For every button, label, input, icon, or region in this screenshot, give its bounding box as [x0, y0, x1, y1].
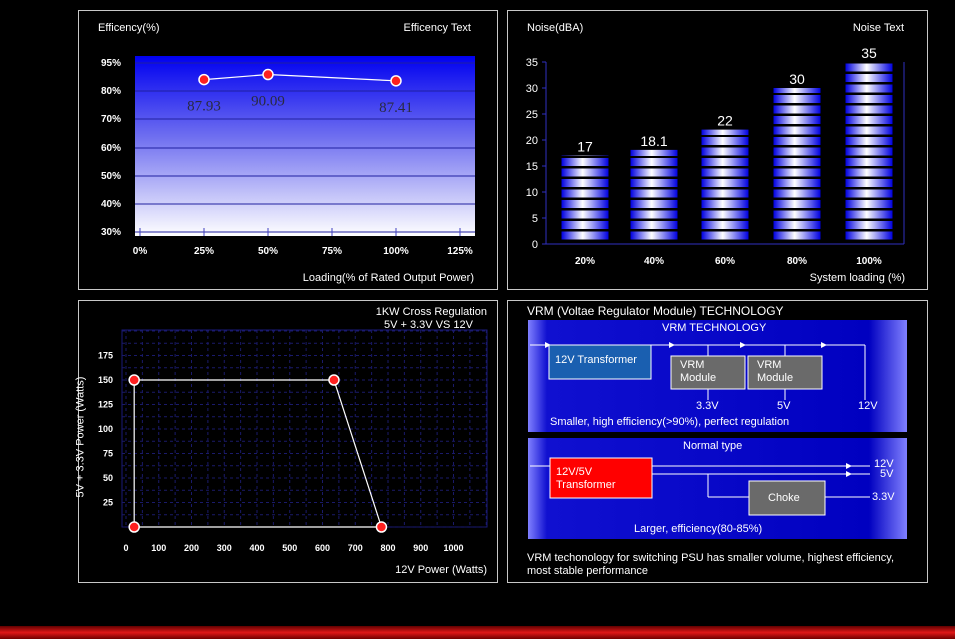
- vrm-top-caption: Smaller, high efficiency(>90%), perfect …: [550, 416, 790, 428]
- efficiency-xlabel: Loading(% of Rated Output Power): [302, 272, 474, 284]
- vrm-v5-label: 5V: [777, 400, 791, 412]
- noise-title: Noise(dBA): [527, 22, 584, 34]
- noise-xlabel: System loading (%): [809, 272, 905, 284]
- efficiency-right-title: Efficency Text: [403, 22, 471, 34]
- noise-right-title: Noise Text: [852, 22, 904, 34]
- regulation-xlabel: 12V Power (Watts): [395, 564, 487, 576]
- vrm-normal-caption: Larger, efficiency(80-85%): [634, 523, 763, 535]
- regulation-title-line1: 1KW Cross Regulation: [375, 306, 487, 318]
- vrm-module2-label: VRM Module: [757, 359, 794, 384]
- bottom-red-bar: [0, 626, 955, 639]
- vrm-module1-label: VRM Module: [680, 359, 717, 384]
- vrm-title: VRM (Voltae Regulator Module) TECHNOLOGY: [527, 304, 784, 318]
- regulation-panel: 1KW Cross Regulation 5V + 3.3V VS 12V 12…: [74, 300, 498, 583]
- noise-panel: Noise(dBA) Noise Text System loading (%): [507, 10, 928, 290]
- vrm-v12-label: 12V: [858, 400, 878, 412]
- vrm-v33-label: 3.3V: [696, 400, 719, 412]
- vrm-choke-label: Choke: [768, 492, 800, 504]
- vrm-top-banner: VRM TECHNOLOGY: [662, 322, 767, 334]
- vrm-footer: VRM techonology for switching PSU has sm…: [527, 552, 895, 577]
- efficiency-panel: Efficency(%) Efficency Text Loading(% of…: [78, 10, 498, 290]
- vrm-n33-label: 3.3V: [872, 491, 895, 503]
- vrm-normal-banner: Normal type: [683, 440, 743, 452]
- vrm-normal-transformer-label: 12V/5V Transformer: [556, 466, 616, 491]
- vrm-n12-label: 12V: [874, 458, 894, 470]
- vrm-transformer-label: 12V Transformer: [555, 354, 637, 366]
- efficiency-title: Efficency(%): [98, 22, 160, 34]
- vrm-panel: VRM (Voltae Regulator Module) TECHNOLOGY…: [507, 300, 928, 583]
- regulation-ylabel: 5V + 3.3V Power (Watts): [74, 376, 87, 498]
- regulation-title-line2: 5V + 3.3V VS 12V: [384, 319, 473, 331]
- vrm-n5-label: 5V: [880, 468, 894, 480]
